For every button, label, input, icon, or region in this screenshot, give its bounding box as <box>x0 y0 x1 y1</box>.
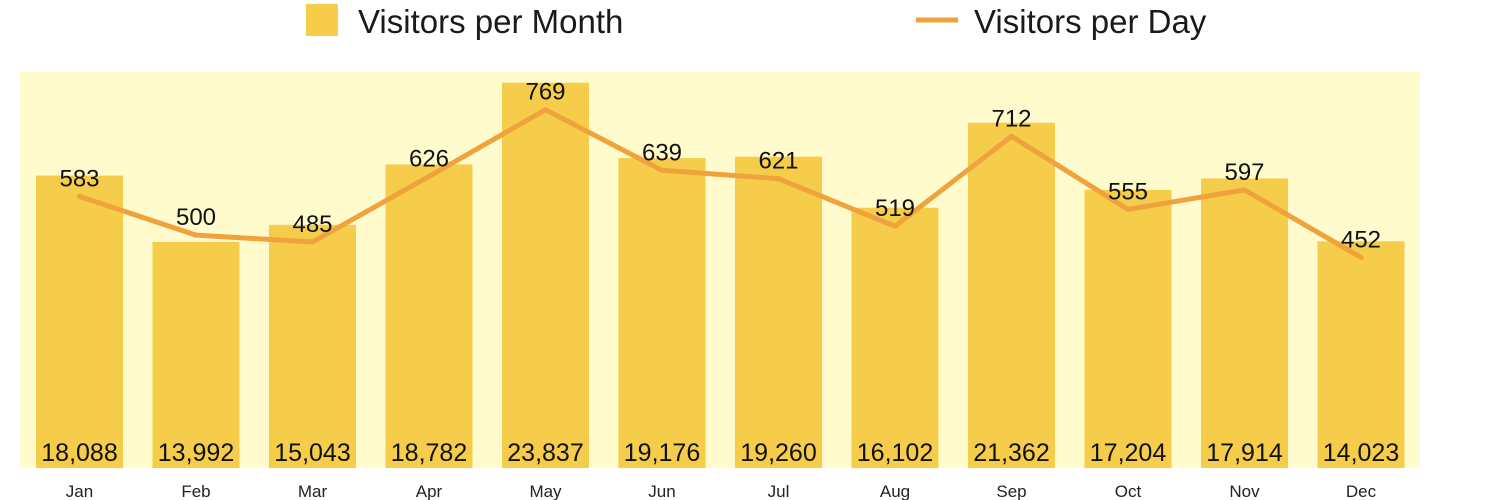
point-label-feb: 500 <box>176 204 216 231</box>
bar-oct <box>1084 189 1172 468</box>
point-label-dec: 452 <box>1341 226 1381 253</box>
bar-nov <box>1201 178 1288 468</box>
bar-may <box>502 82 589 468</box>
point-sep <box>1009 133 1014 139</box>
point-label-apr: 626 <box>409 145 449 172</box>
bar-feb <box>152 241 240 468</box>
point-label-nov: 597 <box>1224 159 1264 186</box>
bar-label-may: 23,837 <box>507 439 583 467</box>
point-mar <box>310 239 315 245</box>
x-tick-jun: Jun <box>648 482 675 500</box>
point-label-sep: 712 <box>991 105 1031 132</box>
bar-label-jan: 18,088 <box>41 439 117 467</box>
bar-sep <box>968 122 1055 468</box>
bar-label-nov: 17,914 <box>1206 439 1283 467</box>
point-label-oct: 555 <box>1108 178 1148 205</box>
x-tick-jul: Jul <box>768 482 790 500</box>
point-label-may: 769 <box>525 79 565 106</box>
bar-label-feb: 13,992 <box>158 439 234 467</box>
legend-item-bars[interactable]: Visitors per Month <box>306 3 623 40</box>
bar-label-sep: 21,362 <box>973 439 1049 467</box>
x-tick-may: May <box>529 482 562 500</box>
point-may <box>543 107 548 113</box>
bar-label-apr: 18,782 <box>391 439 467 467</box>
bar-label-jul: 19,260 <box>740 439 816 467</box>
bars <box>36 82 1405 469</box>
point-feb <box>193 232 199 238</box>
line-visitors-per-day <box>77 107 1364 260</box>
x-tick-nov: Nov <box>1229 482 1260 500</box>
legend-label-bars: Visitors per Month <box>358 3 623 40</box>
bar-jun <box>618 158 706 468</box>
x-axis-tick-labels: Jan Feb Mar Apr May Jun Jul Aug Sep Oct Nov Dec <box>66 482 1377 500</box>
line-series <box>77 107 1364 260</box>
bar-label-jun: 19,176 <box>624 439 700 467</box>
line-value-labels: 583 500 485 626 769 639 621 519 712 555 597 452 <box>59 79 1381 254</box>
bar-apr <box>385 164 473 468</box>
x-tick-jan: Jan <box>66 482 93 500</box>
bar-mar <box>269 224 356 468</box>
legend-item-line[interactable]: Visitors per Day <box>916 3 1207 40</box>
x-tick-dec: Dec <box>1346 482 1377 500</box>
point-jun <box>659 167 665 173</box>
point-nov <box>1242 187 1247 193</box>
point-aug <box>892 223 898 229</box>
point-jul <box>776 176 781 182</box>
bar-label-mar: 15,043 <box>274 439 350 467</box>
point-jan <box>77 193 82 199</box>
legend: Visitors per Month Visitors per Day <box>306 3 1207 40</box>
plot-area <box>20 72 1420 468</box>
bar-aug <box>851 207 939 468</box>
point-apr <box>426 173 432 179</box>
bar-value-labels: 18,088 13,992 15,043 18,782 23,837 19,176 19,2… <box>41 439 1399 467</box>
x-tick-sep: Sep <box>996 482 1026 500</box>
point-label-jan: 583 <box>59 165 99 192</box>
legend-label-line: Visitors per Day <box>974 3 1207 40</box>
bar-label-dec: 14,023 <box>1323 439 1399 467</box>
point-label-aug: 519 <box>875 195 915 222</box>
bar-jul <box>735 156 822 469</box>
x-tick-oct: Oct <box>1115 482 1142 500</box>
legend-swatch-bars <box>306 4 338 36</box>
bar-jan <box>36 175 123 468</box>
point-label-jun: 639 <box>642 139 682 166</box>
x-tick-feb: Feb <box>181 482 210 500</box>
point-oct <box>1125 206 1131 212</box>
point-label-jul: 621 <box>758 148 798 175</box>
bar-dec <box>1317 241 1405 468</box>
bar-label-aug: 16,102 <box>857 439 933 467</box>
bar-label-oct: 17,204 <box>1090 439 1167 467</box>
x-tick-apr: Apr <box>416 482 443 500</box>
point-label-mar: 485 <box>292 211 332 238</box>
point-dec <box>1358 254 1364 260</box>
x-tick-mar: Mar <box>298 482 328 500</box>
x-tick-aug: Aug <box>880 482 910 500</box>
